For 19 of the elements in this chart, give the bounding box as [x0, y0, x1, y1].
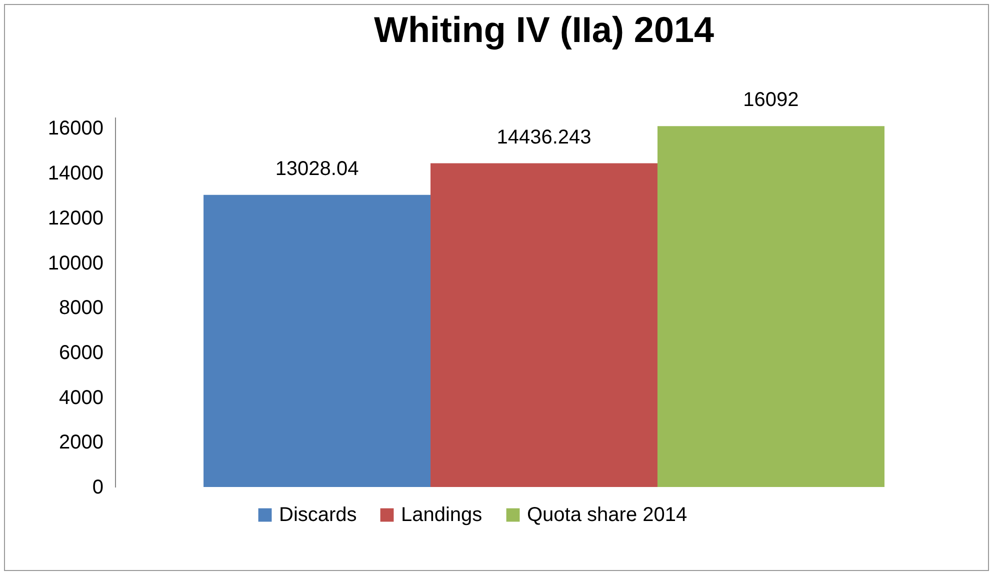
y-tick-label: 14000: [48, 162, 104, 185]
y-tick-label: 12000: [48, 207, 104, 230]
y-tick-label: 4000: [59, 386, 104, 409]
legend-label: Discards: [279, 504, 357, 526]
data-label: 14436.243: [496, 126, 592, 148]
data-label: 16092: [743, 89, 799, 112]
chart-title: Whiting IV (IIa) 2014: [374, 9, 714, 50]
bar: [430, 163, 658, 487]
bar: [204, 194, 431, 487]
y-tick-label: 8000: [59, 297, 104, 320]
legend-label: Landings: [401, 504, 482, 526]
y-tick-label: 2000: [59, 432, 104, 454]
data-label: 13028.04: [275, 158, 359, 180]
y-tick-label: 6000: [59, 342, 104, 364]
bar: [657, 126, 884, 487]
legend-label: Quota share 2014: [527, 504, 688, 526]
y-tick-label: 16000: [48, 118, 104, 140]
y-tick-label: 0: [92, 476, 104, 498]
y-tick-label: 10000: [48, 252, 104, 274]
